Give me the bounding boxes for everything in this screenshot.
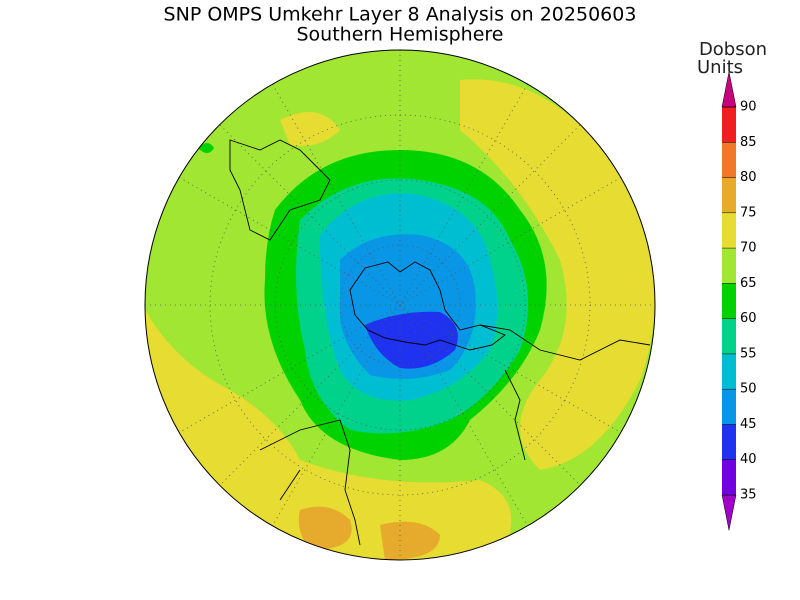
colorbar-band: [722, 142, 736, 178]
colorbar-tick-label: 50: [740, 382, 757, 397]
colorbar-band: [722, 318, 736, 354]
colorbar-tick-label: 75: [740, 205, 757, 220]
contour-region: [460, 79, 655, 471]
colorbar-tick-label: 60: [740, 311, 757, 326]
contour-region: [365, 311, 458, 369]
colorbar-band: [722, 389, 736, 425]
colorbar: Dobson Units 35 40 45 50 55 60 65 70 75 80 85 90: [697, 39, 767, 531]
colorbar-band: [722, 283, 736, 319]
colorbar-tick-label: 35: [740, 488, 757, 503]
colorbar-label: Dobson: [699, 39, 767, 60]
colorbar-band: [722, 248, 736, 284]
map-title: SNP OMPS Umkehr Layer 8 Analysis on 2025…: [164, 4, 637, 26]
colorbar-tick-label: 65: [740, 276, 757, 291]
colorbar-tick-label: 70: [740, 241, 757, 256]
map-subtitle: Southern Hemisphere: [296, 24, 503, 46]
colorbar-tick-label: 90: [740, 100, 757, 115]
colorbar-tick-label: 55: [740, 346, 757, 361]
contour-region: [145, 300, 512, 560]
map-overlay: [144, 49, 656, 561]
colorbar-band: [722, 177, 736, 213]
colorbar-label: Units: [697, 57, 743, 78]
colorbar-tick-label: 85: [740, 135, 757, 150]
colorbar-band: [722, 212, 736, 249]
contour-region: [298, 506, 352, 550]
colorbar-band: [722, 107, 736, 143]
contour-region: [280, 112, 340, 146]
colorbar-tick-label: 40: [740, 452, 757, 467]
contour-region: [380, 521, 440, 560]
colorbar-band: [722, 459, 736, 495]
colorbar-tick-label: 80: [740, 170, 757, 185]
contour-region: [198, 143, 214, 153]
colorbar-tick-label: 45: [740, 417, 757, 432]
colorbar-end: [721, 494, 737, 531]
colorbar-band: [722, 424, 736, 460]
map-border: [144, 49, 656, 561]
colorbar-band: [722, 353, 736, 390]
